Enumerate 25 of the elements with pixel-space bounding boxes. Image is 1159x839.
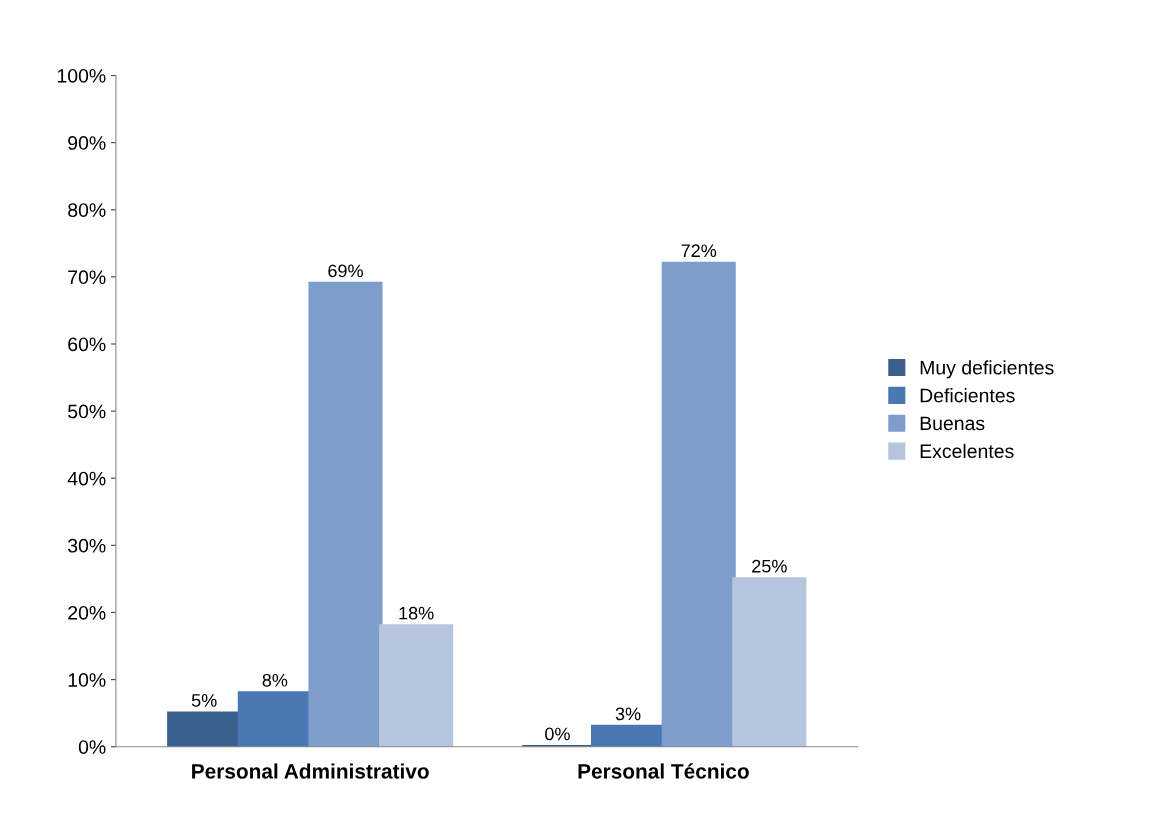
legend-label: Buenas (920, 416, 985, 431)
legend-label: Excelentes (920, 443, 1014, 459)
y-tick-label: 70% (68, 270, 106, 285)
data-label: 72% (681, 244, 717, 258)
x-tick-label: Personal Administrativo (192, 763, 429, 779)
y-tick-label: 20% (68, 605, 106, 620)
y-tick-label: 0% (78, 740, 106, 754)
y-tick-label: 100% (57, 68, 106, 83)
y-tick-label: 60% (68, 337, 106, 352)
data-label: 18% (399, 606, 434, 620)
data-label: 0% (545, 727, 570, 741)
data-label: 3% (615, 707, 641, 721)
data-label: 8% (262, 673, 288, 687)
y-tick-label: 30% (68, 538, 106, 553)
y-tick-label: 80% (68, 203, 106, 217)
legend-label: Deficientes (920, 388, 1015, 403)
data-label: 5% (191, 694, 217, 707)
y-tick-label: 90% (68, 136, 106, 150)
data-label: 25% (752, 559, 787, 573)
y-tick-label: 10% (68, 673, 106, 687)
data-label: 69% (328, 264, 363, 278)
legend-label: Muy deficientes (920, 360, 1054, 379)
y-tick-label: 50% (68, 404, 106, 419)
y-tick-label: 40% (67, 471, 106, 486)
x-tick-label: Personal Técnico (578, 763, 749, 779)
